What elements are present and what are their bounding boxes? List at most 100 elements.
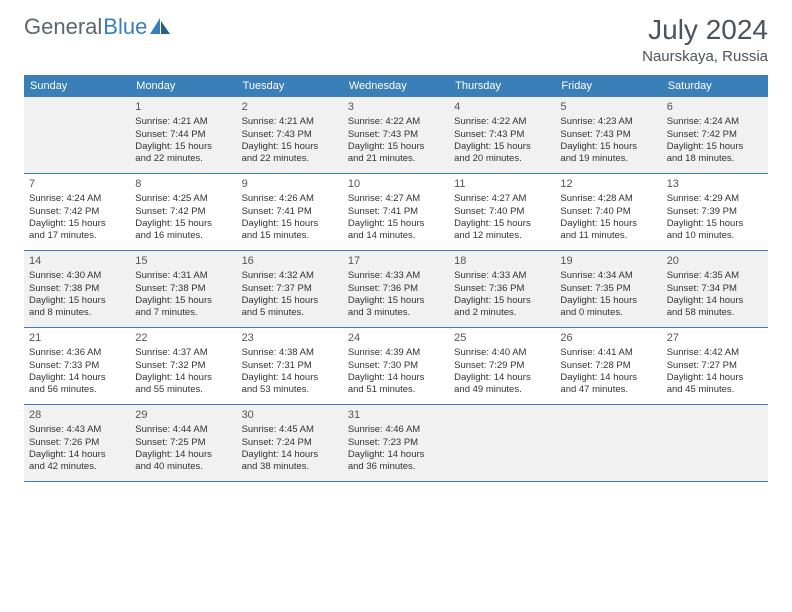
sunrise-text: Sunrise: 4:30 AM	[29, 270, 125, 282]
day-number: 15	[135, 254, 231, 268]
dow-cell: Friday	[555, 75, 661, 97]
sunset-text: Sunset: 7:44 PM	[135, 129, 231, 141]
week-row: 28Sunrise: 4:43 AMSunset: 7:26 PMDayligh…	[24, 405, 768, 482]
week-row: 7Sunrise: 4:24 AMSunset: 7:42 PMDaylight…	[24, 174, 768, 251]
day-number: 11	[454, 177, 550, 191]
day-cell: 27Sunrise: 4:42 AMSunset: 7:27 PMDayligh…	[662, 328, 768, 404]
day-cell: 2Sunrise: 4:21 AMSunset: 7:43 PMDaylight…	[237, 97, 343, 173]
sunrise-text: Sunrise: 4:22 AM	[454, 116, 550, 128]
daylight-text: Daylight: 15 hours	[348, 218, 444, 230]
sunset-text: Sunset: 7:35 PM	[560, 283, 656, 295]
daylight-text: and 2 minutes.	[454, 307, 550, 319]
sunset-text: Sunset: 7:43 PM	[454, 129, 550, 141]
daylight-text: and 40 minutes.	[135, 461, 231, 473]
sunset-text: Sunset: 7:28 PM	[560, 360, 656, 372]
day-number: 3	[348, 100, 444, 114]
day-cell: 15Sunrise: 4:31 AMSunset: 7:38 PMDayligh…	[130, 251, 236, 327]
day-cell-empty	[555, 405, 661, 481]
day-cell: 30Sunrise: 4:45 AMSunset: 7:24 PMDayligh…	[237, 405, 343, 481]
day-cell: 29Sunrise: 4:44 AMSunset: 7:25 PMDayligh…	[130, 405, 236, 481]
day-of-week-header: SundayMondayTuesdayWednesdayThursdayFrid…	[24, 75, 768, 97]
dow-cell: Monday	[130, 75, 236, 97]
sunrise-text: Sunrise: 4:37 AM	[135, 347, 231, 359]
daylight-text: Daylight: 15 hours	[242, 218, 338, 230]
day-cell: 25Sunrise: 4:40 AMSunset: 7:29 PMDayligh…	[449, 328, 555, 404]
sunset-text: Sunset: 7:43 PM	[560, 129, 656, 141]
daylight-text: Daylight: 14 hours	[454, 372, 550, 384]
sunrise-text: Sunrise: 4:24 AM	[29, 193, 125, 205]
day-number: 6	[667, 100, 763, 114]
day-number: 16	[242, 254, 338, 268]
day-number: 31	[348, 408, 444, 422]
day-cell: 4Sunrise: 4:22 AMSunset: 7:43 PMDaylight…	[449, 97, 555, 173]
day-number: 10	[348, 177, 444, 191]
sunrise-text: Sunrise: 4:40 AM	[454, 347, 550, 359]
sunset-text: Sunset: 7:27 PM	[667, 360, 763, 372]
daylight-text: and 58 minutes.	[667, 307, 763, 319]
day-cell: 10Sunrise: 4:27 AMSunset: 7:41 PMDayligh…	[343, 174, 449, 250]
daylight-text: Daylight: 15 hours	[135, 218, 231, 230]
daylight-text: and 15 minutes.	[242, 230, 338, 242]
daylight-text: and 11 minutes.	[560, 230, 656, 242]
dow-cell: Sunday	[24, 75, 130, 97]
day-cell: 12Sunrise: 4:28 AMSunset: 7:40 PMDayligh…	[555, 174, 661, 250]
day-cell: 7Sunrise: 4:24 AMSunset: 7:42 PMDaylight…	[24, 174, 130, 250]
daylight-text: and 42 minutes.	[29, 461, 125, 473]
daylight-text: and 0 minutes.	[560, 307, 656, 319]
daylight-text: and 3 minutes.	[348, 307, 444, 319]
sunrise-text: Sunrise: 4:42 AM	[667, 347, 763, 359]
daylight-text: Daylight: 15 hours	[348, 295, 444, 307]
day-number: 4	[454, 100, 550, 114]
day-cell: 21Sunrise: 4:36 AMSunset: 7:33 PMDayligh…	[24, 328, 130, 404]
daylight-text: Daylight: 14 hours	[667, 295, 763, 307]
week-row: 14Sunrise: 4:30 AMSunset: 7:38 PMDayligh…	[24, 251, 768, 328]
day-cell: 5Sunrise: 4:23 AMSunset: 7:43 PMDaylight…	[555, 97, 661, 173]
day-cell: 22Sunrise: 4:37 AMSunset: 7:32 PMDayligh…	[130, 328, 236, 404]
sunrise-text: Sunrise: 4:33 AM	[348, 270, 444, 282]
day-cell: 23Sunrise: 4:38 AMSunset: 7:31 PMDayligh…	[237, 328, 343, 404]
location-label: Naurskaya, Russia	[642, 48, 768, 65]
sunset-text: Sunset: 7:42 PM	[29, 206, 125, 218]
daylight-text: and 22 minutes.	[135, 153, 231, 165]
daylight-text: and 18 minutes.	[667, 153, 763, 165]
month-title: July 2024	[642, 14, 768, 46]
day-cell: 18Sunrise: 4:33 AMSunset: 7:36 PMDayligh…	[449, 251, 555, 327]
day-cell: 1Sunrise: 4:21 AMSunset: 7:44 PMDaylight…	[130, 97, 236, 173]
sunrise-text: Sunrise: 4:21 AM	[135, 116, 231, 128]
sunset-text: Sunset: 7:36 PM	[348, 283, 444, 295]
sunset-text: Sunset: 7:39 PM	[667, 206, 763, 218]
day-number: 20	[667, 254, 763, 268]
sunset-text: Sunset: 7:41 PM	[348, 206, 444, 218]
sunset-text: Sunset: 7:23 PM	[348, 437, 444, 449]
daylight-text: Daylight: 14 hours	[560, 372, 656, 384]
day-number: 19	[560, 254, 656, 268]
daylight-text: and 21 minutes.	[348, 153, 444, 165]
day-number: 1	[135, 100, 231, 114]
day-cell: 8Sunrise: 4:25 AMSunset: 7:42 PMDaylight…	[130, 174, 236, 250]
dow-cell: Wednesday	[343, 75, 449, 97]
sunset-text: Sunset: 7:38 PM	[135, 283, 231, 295]
sunrise-text: Sunrise: 4:25 AM	[135, 193, 231, 205]
daylight-text: Daylight: 15 hours	[29, 218, 125, 230]
daylight-text: Daylight: 15 hours	[667, 218, 763, 230]
sunset-text: Sunset: 7:25 PM	[135, 437, 231, 449]
title-block: July 2024 Naurskaya, Russia	[642, 14, 768, 65]
sunrise-text: Sunrise: 4:22 AM	[348, 116, 444, 128]
daylight-text: Daylight: 14 hours	[29, 449, 125, 461]
sunset-text: Sunset: 7:24 PM	[242, 437, 338, 449]
day-number: 28	[29, 408, 125, 422]
daylight-text: Daylight: 15 hours	[135, 295, 231, 307]
sunset-text: Sunset: 7:30 PM	[348, 360, 444, 372]
brand-part2: Blue	[103, 14, 147, 40]
daylight-text: and 55 minutes.	[135, 384, 231, 396]
daylight-text: and 20 minutes.	[454, 153, 550, 165]
daylight-text: and 5 minutes.	[242, 307, 338, 319]
sunrise-text: Sunrise: 4:32 AM	[242, 270, 338, 282]
sunset-text: Sunset: 7:36 PM	[454, 283, 550, 295]
day-cell: 13Sunrise: 4:29 AMSunset: 7:39 PMDayligh…	[662, 174, 768, 250]
logo-sail-icon	[150, 18, 170, 34]
brand-part1: General	[24, 14, 102, 40]
day-cell: 17Sunrise: 4:33 AMSunset: 7:36 PMDayligh…	[343, 251, 449, 327]
daylight-text: and 12 minutes.	[454, 230, 550, 242]
sunset-text: Sunset: 7:29 PM	[454, 360, 550, 372]
